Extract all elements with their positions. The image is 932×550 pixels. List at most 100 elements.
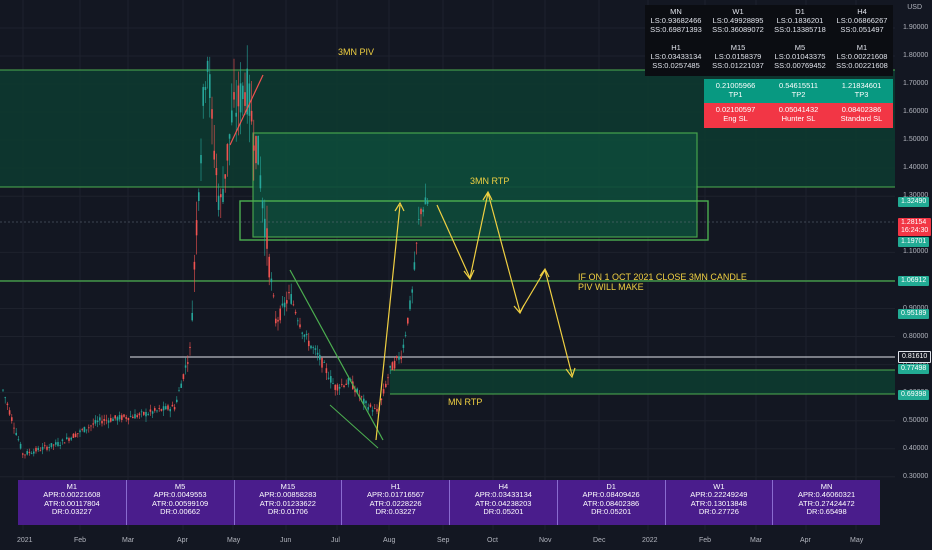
- levels-cell: W1 LS:0.49928895 SS:0.36089072: [707, 5, 769, 41]
- sl-value: 0.08402386: [841, 105, 882, 114]
- candle-body: [165, 406, 167, 410]
- levels-tf: W1: [732, 7, 744, 16]
- levels-tf: H1: [671, 42, 681, 52]
- trendline-peak: [229, 74, 264, 146]
- candle-body: [35, 447, 37, 452]
- price-tick: 1.10000: [903, 248, 929, 256]
- trendline-upper: [289, 269, 384, 441]
- atr-tf: M1: [66, 482, 78, 491]
- candle-body: [400, 356, 402, 360]
- candle-body: [24, 454, 26, 456]
- price-tick: 1.70000: [903, 80, 929, 88]
- candle-body: [266, 228, 268, 249]
- 3mn-rtp-outer-box: [252, 132, 698, 238]
- candle-body: [156, 410, 158, 412]
- tp-label: TP2: [791, 90, 806, 99]
- levels-ss: SS:0.36089072: [712, 25, 764, 34]
- time-tick: Jul: [331, 537, 340, 544]
- atr-atr: ATR:0.00599109: [152, 498, 209, 508]
- candle-body: [11, 417, 13, 421]
- candle-body: [215, 167, 218, 176]
- time-tick: Jun: [280, 537, 292, 544]
- candle-body: [360, 396, 363, 398]
- candle-body: [371, 410, 374, 412]
- levels-ss: SS:0.69871393: [650, 25, 702, 34]
- candle-body: [55, 442, 57, 445]
- atr-apr: APR:0.46060321: [798, 490, 856, 500]
- candle-body: [121, 415, 123, 420]
- candle-body: [264, 218, 266, 237]
- candle-body: [204, 86, 207, 91]
- candle-body: [6, 403, 9, 406]
- candle-body: [286, 300, 288, 304]
- price-tick: 1.60000: [903, 108, 929, 116]
- levels-ss: SS:0.00769452: [774, 60, 826, 70]
- time-tick: Feb: [74, 537, 87, 544]
- candle-body: [301, 332, 303, 334]
- levels-ls: LS:0.1836201: [776, 16, 824, 25]
- candle-body: [136, 415, 138, 418]
- price-tick: 0.30000: [903, 472, 929, 480]
- candle-body: [50, 443, 53, 448]
- tp-value: 0.21005966: [715, 81, 756, 90]
- atr-tf: D1: [606, 482, 616, 491]
- candle-body: [171, 404, 174, 407]
- candle-body: [228, 134, 231, 139]
- time-tick: Dec: [593, 537, 606, 544]
- candle-body: [118, 415, 121, 420]
- candle-body: [411, 289, 413, 293]
- candle-body: [257, 136, 259, 165]
- candle-body: [61, 439, 64, 441]
- 3mn-piv-label: 3MN PIV: [338, 47, 375, 57]
- candle-body: [37, 447, 39, 451]
- candle-body: [39, 450, 42, 452]
- levels-cell: M5 LS:0.01043375 SS:0.00769452: [769, 41, 831, 77]
- price-tag: 1.28154 16:24:30: [898, 218, 932, 236]
- candle-body: [402, 344, 405, 348]
- 3mn-rtp-label: 3MN RTP: [470, 176, 510, 186]
- candle-body: [162, 406, 165, 411]
- candle-body: [396, 356, 398, 359]
- candle-body: [127, 417, 130, 421]
- candle-body: [132, 416, 134, 419]
- candle-body: [356, 388, 358, 393]
- price-tick: 1.40000: [903, 164, 929, 172]
- levels-ss: SS:0.13385718: [774, 25, 826, 34]
- atr-tf: M15: [280, 482, 296, 491]
- atr-apr: APR:0.00221608: [43, 490, 101, 500]
- candle-body: [418, 219, 420, 220]
- candle-body: [4, 397, 6, 399]
- atr-cell: M15 APR:0.00858283 ATR:0.01233622 DR:0.0170…: [233, 480, 342, 525]
- candle-body: [48, 447, 50, 449]
- candle-body: [420, 208, 422, 215]
- candle-body: [288, 292, 290, 294]
- candle-body: [235, 112, 237, 117]
- candle-body: [283, 302, 286, 308]
- atr-cell: D1 APR:0.08409426 ATR:0.08402386 DR:0.05201: [556, 480, 665, 525]
- atr-tf: MN: [820, 482, 833, 491]
- time-tick: Mar: [122, 537, 135, 544]
- trend-drawings: [229, 74, 576, 449]
- candle-body: [281, 303, 284, 306]
- candle-body: [68, 438, 70, 441]
- candle-body: [182, 374, 185, 379]
- time-tick: Sep: [437, 537, 450, 544]
- atr-cell: H1 APR:0.01716567 ATR:0.0228226 DR:0.03227: [341, 480, 449, 525]
- price-tag: 0.95189: [898, 309, 930, 319]
- arrowheads: [394, 190, 576, 379]
- atr-tf: H4: [498, 482, 509, 491]
- candle-body: [259, 175, 262, 189]
- levels-ls: LS:0.93682466: [650, 16, 702, 25]
- candle-body: [374, 408, 376, 409]
- candle-body: [220, 194, 222, 198]
- candle-body: [63, 442, 66, 444]
- candle-body: [160, 409, 163, 411]
- tp-sl-table: 0.21005966 TP1 0.54615511 TP2 1.21834601 TP3 0…: [704, 79, 893, 128]
- candle-body: [193, 261, 196, 270]
- atr-tf: W1: [713, 482, 725, 491]
- candle-body: [96, 420, 99, 423]
- candle-body: [33, 451, 35, 454]
- time-tick: Oct: [487, 537, 498, 544]
- candle-body: [277, 319, 279, 322]
